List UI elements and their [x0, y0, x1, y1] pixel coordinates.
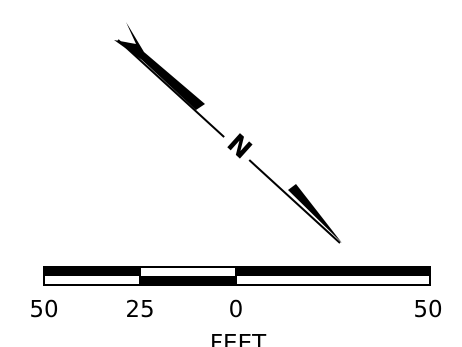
scale-segment-50-25-top — [44, 267, 140, 276]
north-label-background — [216, 123, 262, 169]
scale-unit-label: FEET — [210, 331, 267, 347]
scale-tick-label: 0 — [229, 297, 244, 323]
north-label: N — [221, 129, 257, 166]
scale-tick-label: 25 — [125, 297, 154, 323]
scale-bar — [43, 266, 431, 286]
scale-tick-label: 50 — [29, 297, 58, 323]
north-arrow-tail — [114, 22, 205, 110]
north-arrow-icon: N — [114, 22, 342, 244]
scale-segment-0-50-top — [236, 267, 430, 276]
scale-segment-25-0-bottom — [140, 276, 236, 285]
north-arrow-head — [288, 184, 342, 243]
scale-tick-label: 50 — [413, 297, 442, 323]
